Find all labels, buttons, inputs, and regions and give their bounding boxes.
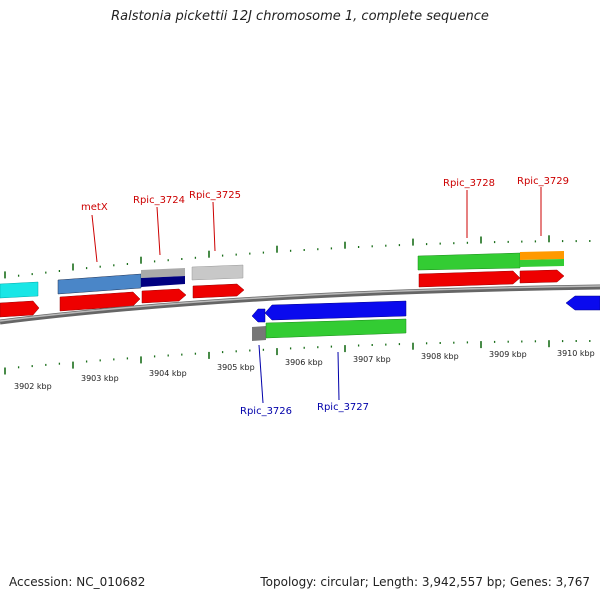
scale-label-3906: 3906 kbp xyxy=(285,358,323,367)
genome-summary-text: Topology: circular; Length: 3,942,557 bp… xyxy=(260,575,590,589)
chromosome-backbone xyxy=(0,284,600,325)
scale-label-3903: 3903 kbp xyxy=(81,374,119,383)
feature-rpic3726-gray-bar[interactable] xyxy=(252,326,266,341)
cds-arrow-1[interactable] xyxy=(0,300,40,318)
scale-label-3907: 3907 kbp xyxy=(353,355,391,364)
label-leader-lines xyxy=(91,187,542,404)
scale-label-3902: 3902 kbp xyxy=(14,382,52,391)
forward-gene-labels: metX Rpic_3724 Rpic_3725 Rpic_3728 Rpic_… xyxy=(81,176,569,213)
gene-label-metx[interactable]: metX xyxy=(81,202,108,213)
gene-label-rpic3728[interactable]: Rpic_3728 xyxy=(443,178,495,189)
feature-rpic3729-orange-bar[interactable] xyxy=(520,251,564,260)
accession-text: Accession: NC_010682 xyxy=(9,575,146,589)
scale-label-3908: 3908 kbp xyxy=(421,352,459,361)
cds-arrow-rpic3729[interactable] xyxy=(519,269,565,284)
scale-label-3904: 3904 kbp xyxy=(149,369,187,378)
cds-arrow-rpic3727[interactable] xyxy=(264,300,407,321)
map-title: Ralstonia pickettii 12J chromosome 1, co… xyxy=(111,9,489,24)
cds-arrow-rpic3728[interactable] xyxy=(418,270,521,288)
forward-feature-bars xyxy=(0,251,564,299)
reverse-gene-labels: Rpic_3726 Rpic_3727 xyxy=(240,402,369,417)
inner-scale-ticks xyxy=(4,340,591,375)
outer-scale-ticks xyxy=(4,235,591,279)
scale-label-3905: 3905 kbp xyxy=(217,363,255,372)
gene-label-rpic3729[interactable]: Rpic_3729 xyxy=(517,176,569,187)
scale-labels: 3902 kbp 3903 kbp 3904 kbp 3905 kbp 3906… xyxy=(14,349,595,391)
feature-cyan-bar[interactable] xyxy=(0,281,39,299)
gene-label-rpic3727[interactable]: Rpic_3727 xyxy=(317,402,369,413)
feature-metx-bar[interactable] xyxy=(57,273,142,295)
scale-label-3909: 3909 kbp xyxy=(489,350,527,359)
reverse-features xyxy=(251,295,600,341)
scale-label-3910: 3910 kbp xyxy=(557,349,595,358)
gene-label-rpic3724[interactable]: Rpic_3724 xyxy=(133,195,185,206)
cds-arrow-right[interactable] xyxy=(565,295,600,311)
cds-arrow-metx[interactable] xyxy=(59,291,141,312)
cds-arrow-rpic3724[interactable] xyxy=(141,288,187,304)
feature-rpic3724-navy-bar[interactable] xyxy=(141,276,185,287)
gene-label-rpic3725[interactable]: Rpic_3725 xyxy=(189,190,241,201)
forward-cds-arrows xyxy=(0,269,565,318)
cds-arrow-rpic3726[interactable] xyxy=(251,308,266,323)
feature-rpic3725-bar[interactable] xyxy=(191,264,244,281)
feature-rpic3724-gray-bar[interactable] xyxy=(141,268,185,278)
feature-rpic3729-green-bar[interactable] xyxy=(520,259,564,267)
gene-label-rpic3726[interactable]: Rpic_3726 xyxy=(240,406,292,417)
cds-arrow-rpic3725[interactable] xyxy=(192,283,245,299)
feature-rpic3728-green-bar[interactable] xyxy=(417,252,521,271)
feature-rpic3727-green-bar[interactable] xyxy=(265,318,407,339)
